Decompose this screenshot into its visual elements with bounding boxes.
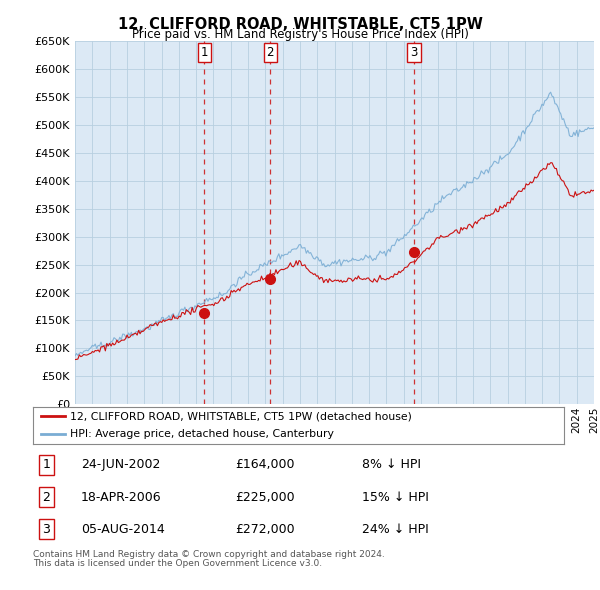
- Text: 2: 2: [266, 46, 274, 59]
- Text: Price paid vs. HM Land Registry's House Price Index (HPI): Price paid vs. HM Land Registry's House …: [131, 28, 469, 41]
- Text: 12, CLIFFORD ROAD, WHITSTABLE, CT5 1PW: 12, CLIFFORD ROAD, WHITSTABLE, CT5 1PW: [118, 17, 482, 31]
- Text: 24% ↓ HPI: 24% ↓ HPI: [362, 523, 429, 536]
- Text: 1: 1: [200, 46, 208, 59]
- Text: This data is licensed under the Open Government Licence v3.0.: This data is licensed under the Open Gov…: [33, 559, 322, 568]
- Text: 1: 1: [43, 458, 50, 471]
- Text: Contains HM Land Registry data © Crown copyright and database right 2024.: Contains HM Land Registry data © Crown c…: [33, 550, 385, 559]
- Text: 15% ↓ HPI: 15% ↓ HPI: [362, 490, 429, 504]
- Text: 3: 3: [43, 523, 50, 536]
- Text: 18-APR-2006: 18-APR-2006: [81, 490, 161, 504]
- Text: 05-AUG-2014: 05-AUG-2014: [81, 523, 164, 536]
- Text: £272,000: £272,000: [235, 523, 295, 536]
- Text: HPI: Average price, detached house, Canterbury: HPI: Average price, detached house, Cant…: [70, 429, 334, 439]
- Text: 2: 2: [43, 490, 50, 504]
- Text: 24-JUN-2002: 24-JUN-2002: [81, 458, 160, 471]
- Text: 3: 3: [410, 46, 418, 59]
- Text: 12, CLIFFORD ROAD, WHITSTABLE, CT5 1PW (detached house): 12, CLIFFORD ROAD, WHITSTABLE, CT5 1PW (…: [70, 411, 412, 421]
- Text: £164,000: £164,000: [235, 458, 294, 471]
- Text: £225,000: £225,000: [235, 490, 295, 504]
- Text: 8% ↓ HPI: 8% ↓ HPI: [362, 458, 421, 471]
